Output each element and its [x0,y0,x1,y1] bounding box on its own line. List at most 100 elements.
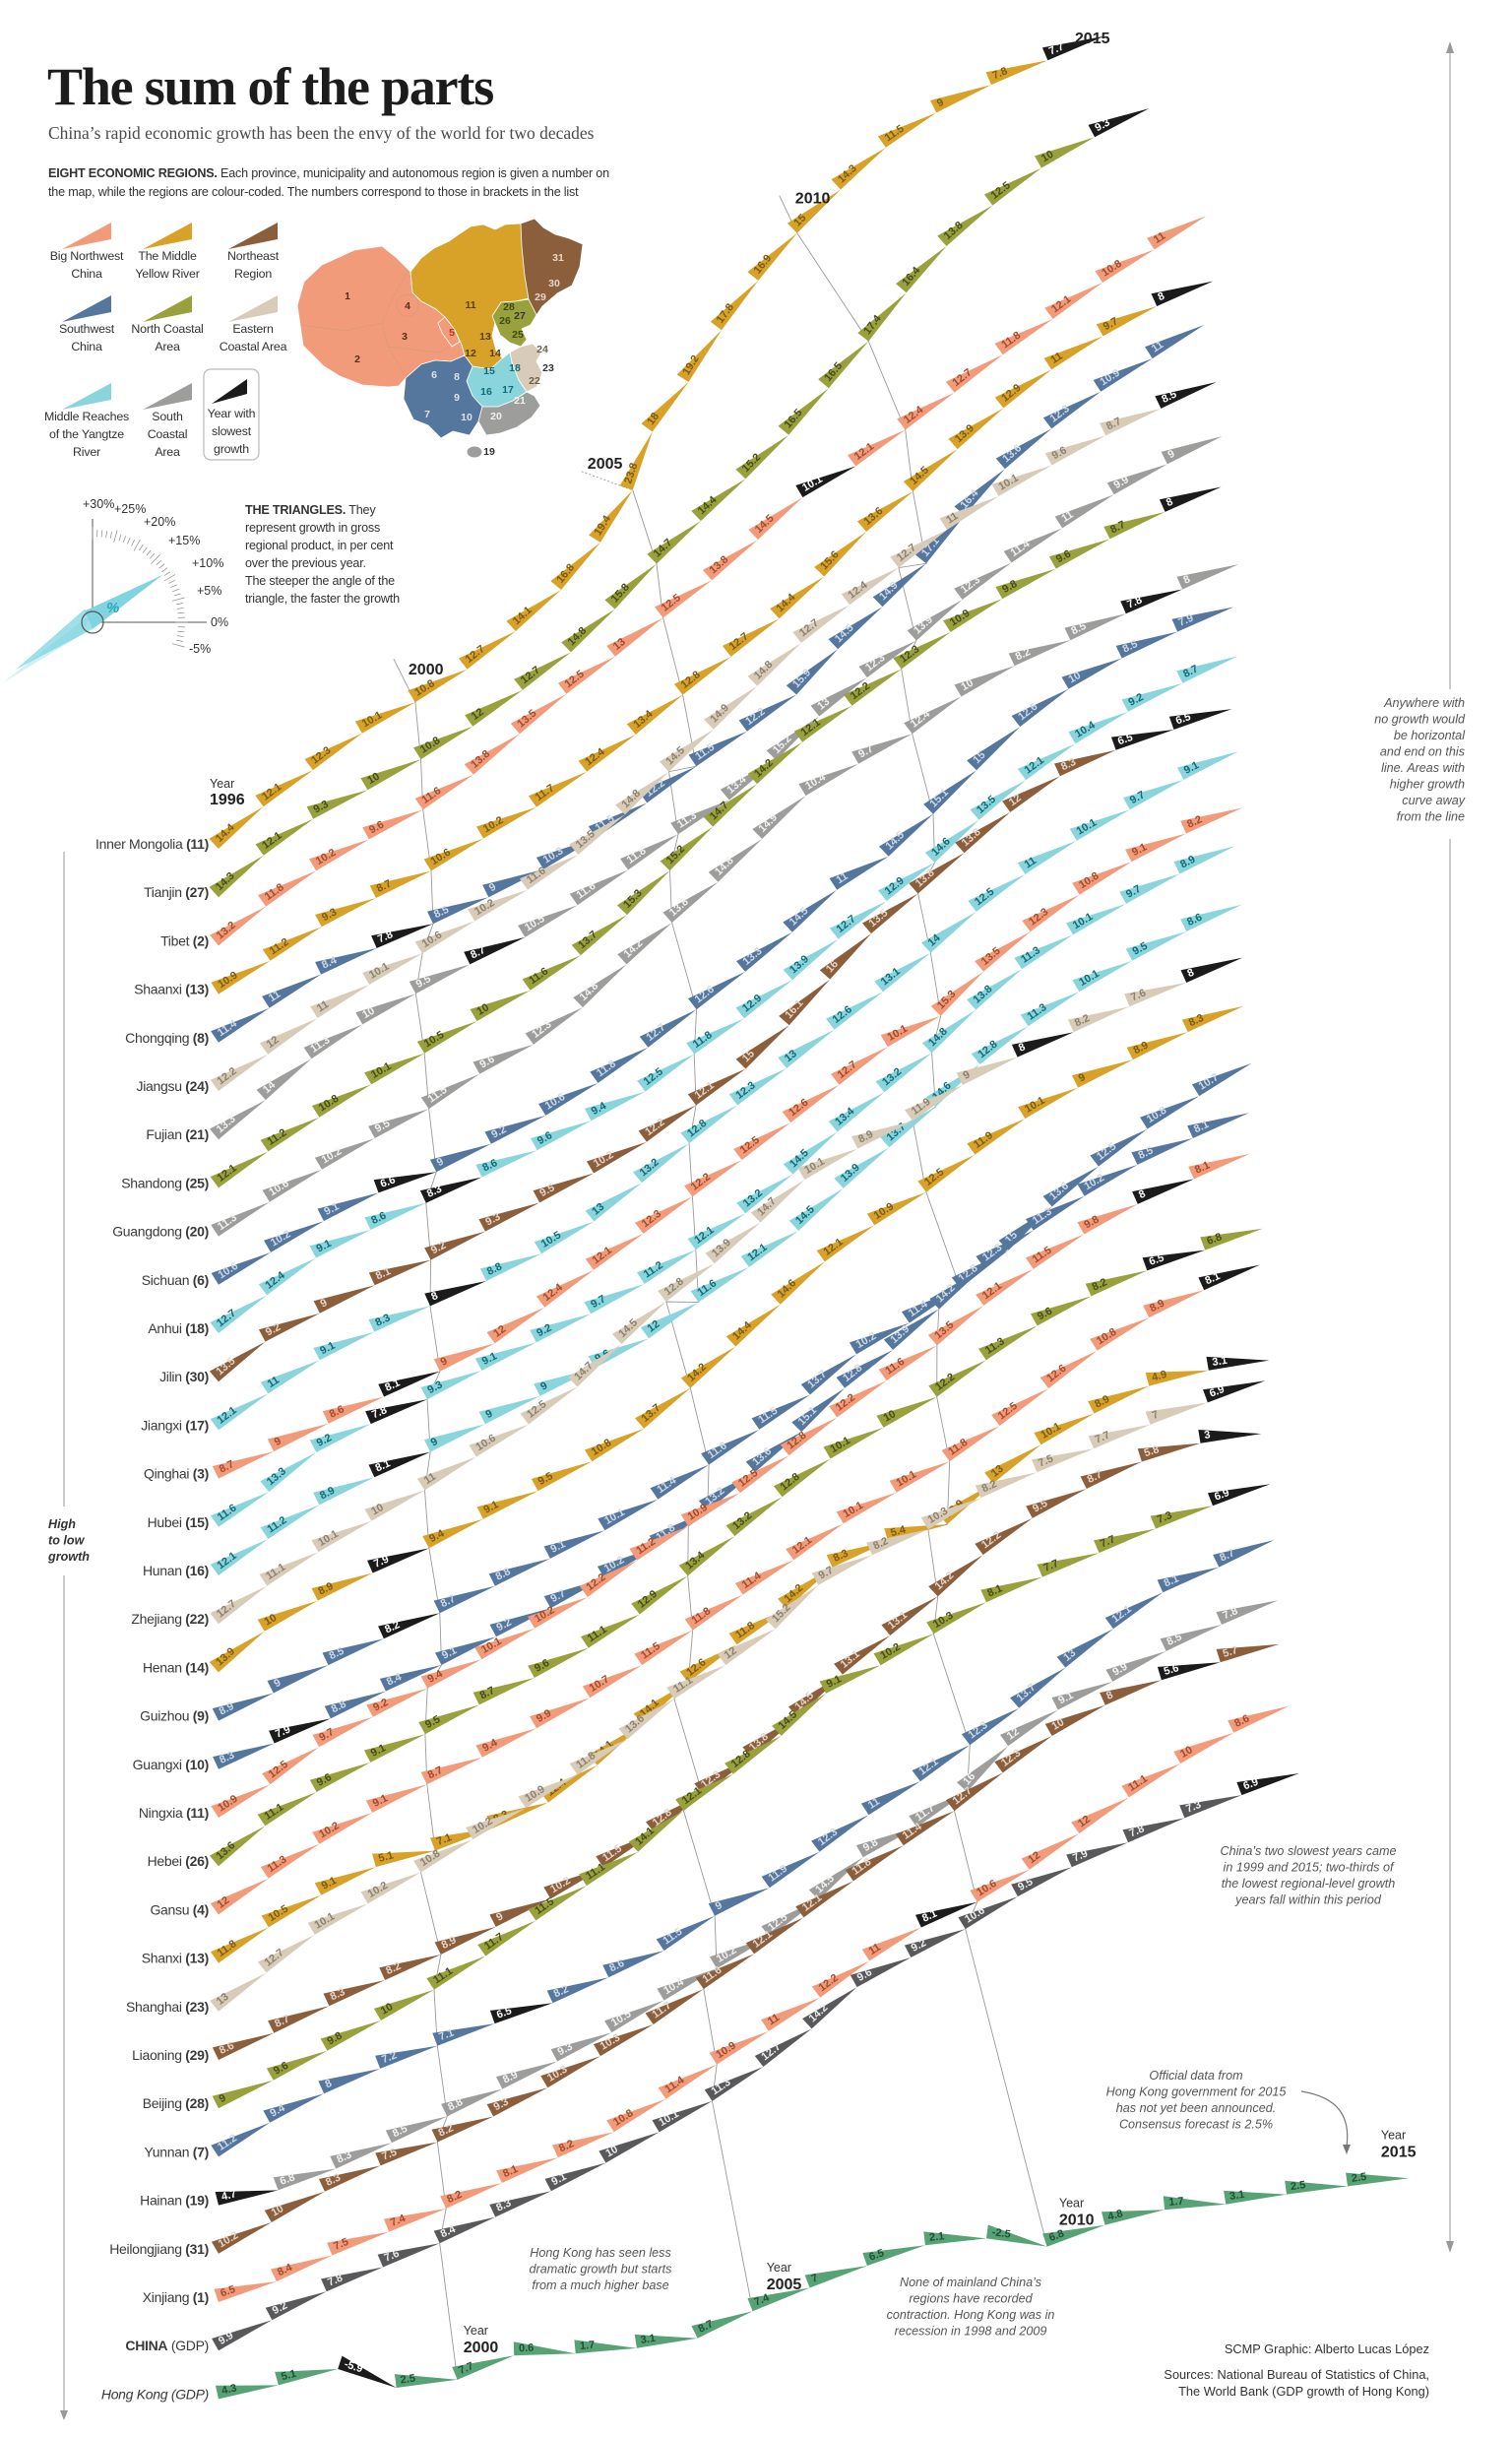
svg-text:curve away: curve away [1402,794,1465,807]
svg-text:7.3: 7.3 [1156,1509,1174,1526]
svg-text:6: 6 [431,369,437,381]
svg-text:8.1: 8.1 [1192,1119,1211,1135]
svg-text:Guangdong (20): Guangdong (20) [112,1224,209,1240]
svg-text:-5.9: -5.9 [343,2358,364,2375]
svg-text:Official data from: Official data from [1149,2069,1242,2083]
svg-text:be horizontal: be horizontal [1394,729,1466,742]
svg-text:8: 8 [1157,290,1166,303]
svg-text:8.2: 8.2 [1073,1012,1092,1029]
svg-text:Xinjiang (1): Xinjiang (1) [143,2289,209,2305]
svg-text:Sources: National Bureau of St: Sources: National Bureau of Statistics o… [1164,2367,1429,2382]
svg-text:River: River [73,445,100,459]
svg-text:13: 13 [989,1463,1006,1480]
svg-text:7.7: 7.7 [1047,40,1066,57]
svg-text:5.8: 5.8 [1143,1443,1161,1459]
svg-text:8.3: 8.3 [373,1312,392,1328]
svg-text:8.2: 8.2 [1185,813,1204,830]
svg-text:5: 5 [449,327,455,339]
svg-text:11: 11 [422,1471,438,1487]
svg-text:8.1: 8.1 [1193,1159,1212,1176]
svg-text:10: 10 [474,1001,491,1018]
svg-text:Fujian (21): Fujian (21) [146,1126,209,1142]
svg-text:8.6: 8.6 [1185,912,1204,929]
svg-text:The steeper the angle of the: The steeper the angle of the [245,574,395,588]
svg-text:6.5: 6.5 [219,2283,236,2299]
svg-text:4.7: 4.7 [220,2188,238,2203]
svg-text:8.3: 8.3 [832,1548,850,1565]
svg-text:7.8: 7.8 [1127,1823,1146,1839]
svg-text:7.8: 7.8 [1125,594,1144,610]
svg-text:13: 13 [783,1048,799,1064]
svg-text:9: 9 [454,392,460,404]
svg-text:2010: 2010 [795,191,831,208]
svg-text:The World Bank (GDP growth of: The World Bank (GDP growth of Hong Kong) [1178,2384,1429,2399]
svg-text:7.7: 7.7 [1042,1558,1061,1574]
svg-text:10: 10 [959,677,976,694]
svg-text:9: 9 [484,1408,495,1421]
svg-text:and end on this: and end on this [1380,745,1466,759]
svg-text:18: 18 [509,362,521,374]
svg-text:6.5: 6.5 [1116,732,1134,747]
svg-text:9: 9 [1166,448,1177,461]
svg-text:SCMP Graphic: Alberto Lucas Ló: SCMP Graphic: Alberto Lucas López [1225,2341,1429,2356]
svg-text:China’s two slowest years came: China’s two slowest years came [1221,1844,1397,1858]
svg-text:Tibet (2): Tibet (2) [160,932,209,948]
svg-text:High: High [48,1517,76,1531]
svg-text:Yellow River: Yellow River [135,267,199,281]
svg-text:4.3: 4.3 [220,2382,238,2397]
svg-text:Year: Year [1381,2128,1406,2142]
svg-text:10: 10 [1040,149,1056,165]
svg-text:3.1: 3.1 [1228,2189,1245,2203]
svg-text:15: 15 [483,365,495,377]
svg-text:7.9: 7.9 [274,1723,292,1740]
svg-text:12: 12 [1005,1726,1022,1743]
svg-text:Coastal Area: Coastal Area [220,340,287,353]
svg-text:Jilin (30): Jilin (30) [159,1369,209,1384]
svg-text:7.8: 7.8 [326,2272,345,2288]
svg-text:7: 7 [810,2273,820,2285]
svg-text:1996: 1996 [210,792,245,808]
svg-text:2.1: 2.1 [928,2230,945,2244]
svg-text:13: 13 [590,1201,606,1218]
svg-text:Zhejiang (22): Zhejiang (22) [131,1611,209,1627]
svg-text:2005: 2005 [588,456,623,473]
svg-text:2.5: 2.5 [1290,2179,1306,2193]
svg-text:Inner Mongolia (11): Inner Mongolia (11) [95,836,209,852]
svg-text:13: 13 [479,331,491,343]
svg-text:contraction. Hong Kong was in: contraction. Hong Kong was in [887,2308,1055,2322]
svg-text:11: 11 [267,989,283,1004]
svg-text:Shanxi (13): Shanxi (13) [142,1951,209,1966]
svg-text:10: 10 [360,1005,377,1022]
svg-text:11: 11 [1059,509,1075,525]
svg-text:4.8: 4.8 [1106,2208,1124,2222]
svg-text:2000: 2000 [464,2340,499,2356]
svg-text:19: 19 [483,446,495,458]
svg-text:Hebei (26): Hebei (26) [148,1853,209,1869]
svg-text:Sichuan (6): Sichuan (6) [142,1272,209,1288]
svg-text:7.8: 7.8 [376,929,395,945]
svg-text:triangle, the faster the growt: triangle, the faster the growth [245,592,400,606]
svg-text:16: 16 [480,386,492,398]
svg-text:9: 9 [538,1379,549,1392]
svg-text:3: 3 [1203,1429,1211,1442]
svg-text:China: China [71,340,102,353]
svg-text:8.3: 8.3 [335,2148,353,2165]
svg-text:10: 10 [1178,1744,1195,1761]
svg-text:EIGHT ECONOMIC REGIONS. Each p: EIGHT ECONOMIC REGIONS. Each province, m… [48,166,609,180]
svg-text:18: 18 [645,411,662,427]
svg-text:9: 9 [435,1156,446,1169]
svg-text:7.1: 7.1 [437,2026,456,2043]
svg-text:27: 27 [514,310,526,322]
svg-text:11: 11 [1152,230,1167,246]
svg-text:Shanghai (23): Shanghai (23) [126,1999,209,2015]
svg-text:Eastern: Eastern [232,322,274,336]
svg-text:0%: 0% [211,615,228,629]
svg-text:10: 10 [461,412,472,423]
svg-text:12: 12 [215,1894,231,1911]
svg-text:Chongqing (8): Chongqing (8) [125,1030,209,1046]
svg-text:11: 11 [315,998,331,1014]
svg-text:8.5: 8.5 [1069,620,1088,637]
svg-text:8.1: 8.1 [1163,1572,1181,1589]
svg-text:10: 10 [379,2001,396,2018]
svg-text:8.6: 8.6 [328,1403,346,1420]
